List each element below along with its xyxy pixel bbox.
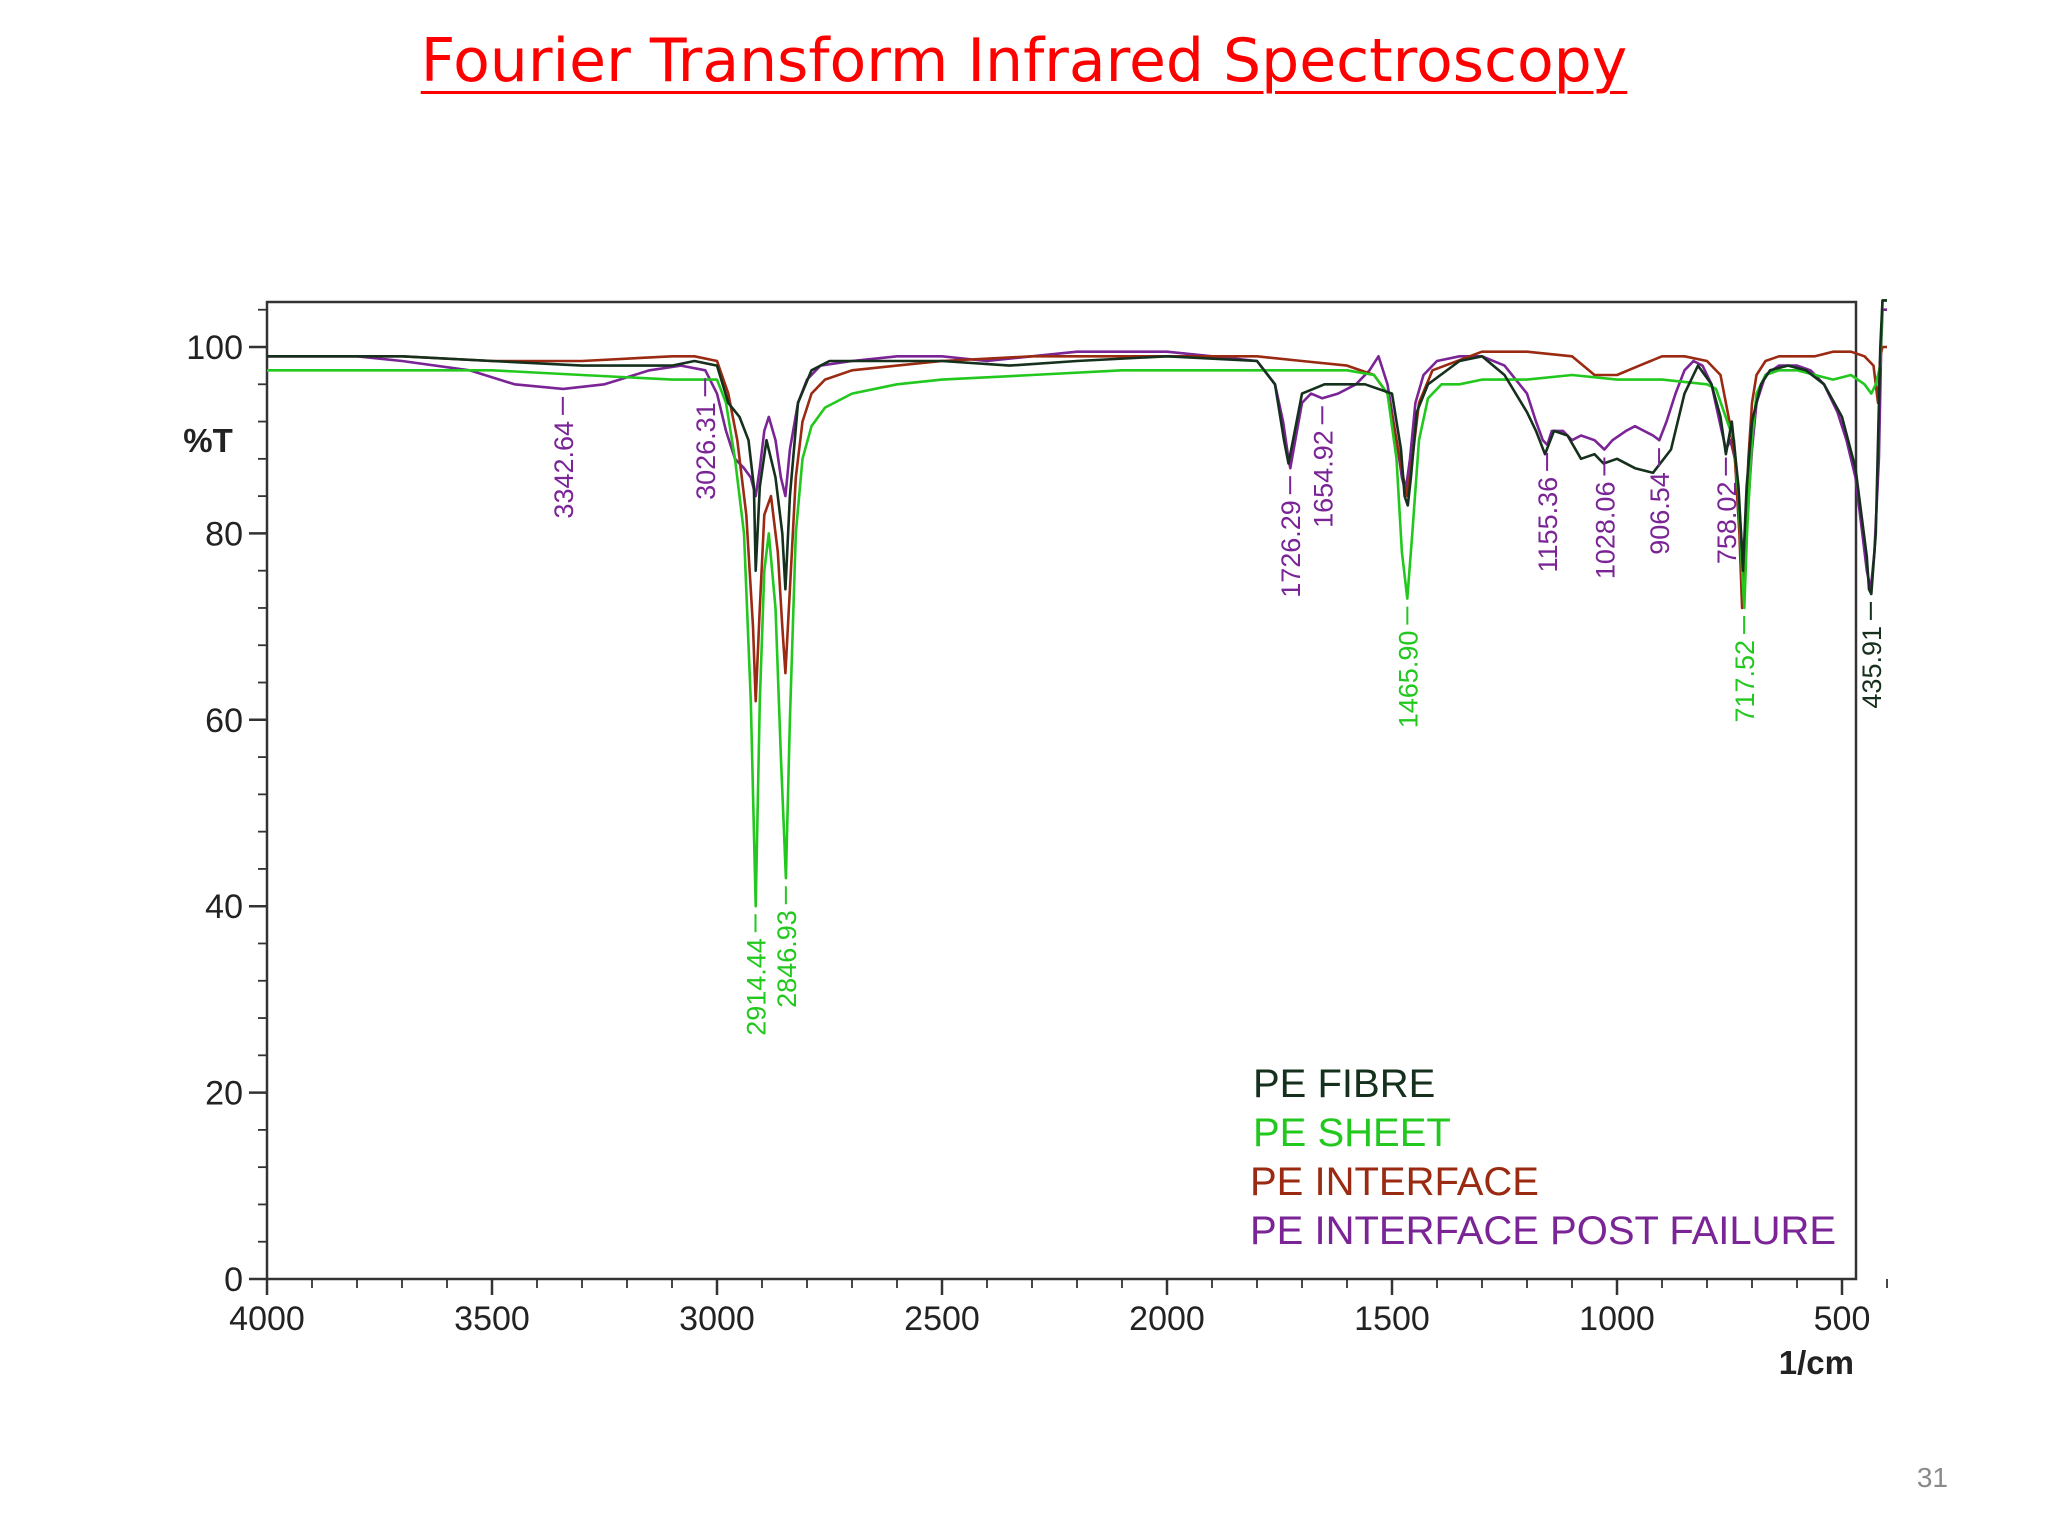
x-tick-label-2000: 2000	[1129, 1300, 1205, 1338]
legend-entry-pe-sheet: PE SHEET	[1253, 1111, 1451, 1155]
legend: PE FIBRE PE SHEET PE INTERFACE PE INTERFACE…	[1250, 1062, 1836, 1253]
peak-label-758.02: 758.02	[1712, 457, 1742, 565]
peak-label-906.54: 906.54	[1645, 448, 1675, 555]
peak-label-717.52: 717.52	[1730, 615, 1760, 723]
peak-value: 1028.06	[1590, 482, 1620, 580]
peak-label-1028.06: 1028.06	[1590, 457, 1620, 580]
x-tick-label-3000: 3000	[679, 1300, 755, 1338]
peak-label-435.91: 435.91	[1857, 601, 1887, 709]
y-tick-label-80: 80	[205, 515, 243, 553]
x-tick-label-1500: 1500	[1354, 1300, 1430, 1338]
y-tick-label-20: 20	[205, 1075, 243, 1113]
peak-value: 906.54	[1645, 472, 1675, 555]
peak-label-1155.36: 1155.36	[1533, 452, 1563, 573]
slide-title: Fourier Transform Infrared Spectroscopy	[420, 26, 1628, 96]
legend-entry-pe-fibre: PE FIBRE	[1253, 1062, 1435, 1106]
peak-value: 1465.90	[1393, 631, 1423, 729]
peak-label-3026.31: 3026.31	[691, 378, 721, 500]
peak-label-2914.44: 2914.44	[742, 914, 772, 1036]
y-tick-label-40: 40	[205, 888, 243, 926]
peak-label-1726.29: 1726.29	[1276, 476, 1306, 598]
peak-label-3342.64: 3342.64	[549, 396, 579, 519]
peak-value: 3342.64	[549, 421, 579, 519]
series-line-pe-fibre	[267, 299, 1887, 596]
peak-value: 3026.31	[691, 402, 721, 500]
x-tick-label-500: 500	[1814, 1300, 1871, 1338]
peak-labels: 3342.64 3026.31 2914.44 2846.93 1726.291654.…	[549, 378, 1887, 1036]
axes: 0 20 40 60 80 100 %T 4000 3500 3000 2500 2000 1500 10…	[183, 308, 1888, 1381]
x-axis-label: 1/cm	[1779, 1344, 1854, 1381]
series-line-pe-interface	[267, 345, 1887, 703]
peak-value: 2914.44	[742, 938, 772, 1036]
peak-value: 717.52	[1730, 640, 1760, 723]
y-tick-label-100: 100	[186, 329, 243, 367]
y-tick-label-0: 0	[224, 1261, 243, 1299]
legend-entry-pe-interface: PE INTERFACE	[1250, 1160, 1539, 1204]
peak-value: 1726.29	[1276, 500, 1306, 598]
x-tick-label-1000: 1000	[1579, 1300, 1655, 1338]
peak-value: 435.91	[1857, 626, 1887, 709]
peak-label-1654.92: 1654.92	[1308, 406, 1338, 528]
series-layer	[267, 299, 1887, 908]
peak-label-1465.90: 1465.90	[1393, 606, 1423, 729]
page-number: 31	[1916, 1462, 1948, 1493]
peak-label-2846.93: 2846.93	[772, 886, 802, 1008]
y-tick-label-60: 60	[205, 702, 243, 740]
peak-value: 758.02	[1712, 482, 1742, 565]
peak-value: 1155.36	[1533, 477, 1563, 573]
x-tick-label-2500: 2500	[904, 1300, 980, 1338]
peak-value: 1654.92	[1308, 430, 1338, 528]
x-tick-label-4000: 4000	[229, 1300, 305, 1338]
peak-value: 2846.93	[772, 910, 802, 1008]
plot-frame	[265, 300, 1858, 1281]
y-axis-label: %T	[183, 422, 233, 459]
legend-entry-pe-interface-post-failure: PE INTERFACE POST FAILURE	[1250, 1209, 1836, 1253]
x-tick-label-3500: 3500	[454, 1300, 530, 1338]
